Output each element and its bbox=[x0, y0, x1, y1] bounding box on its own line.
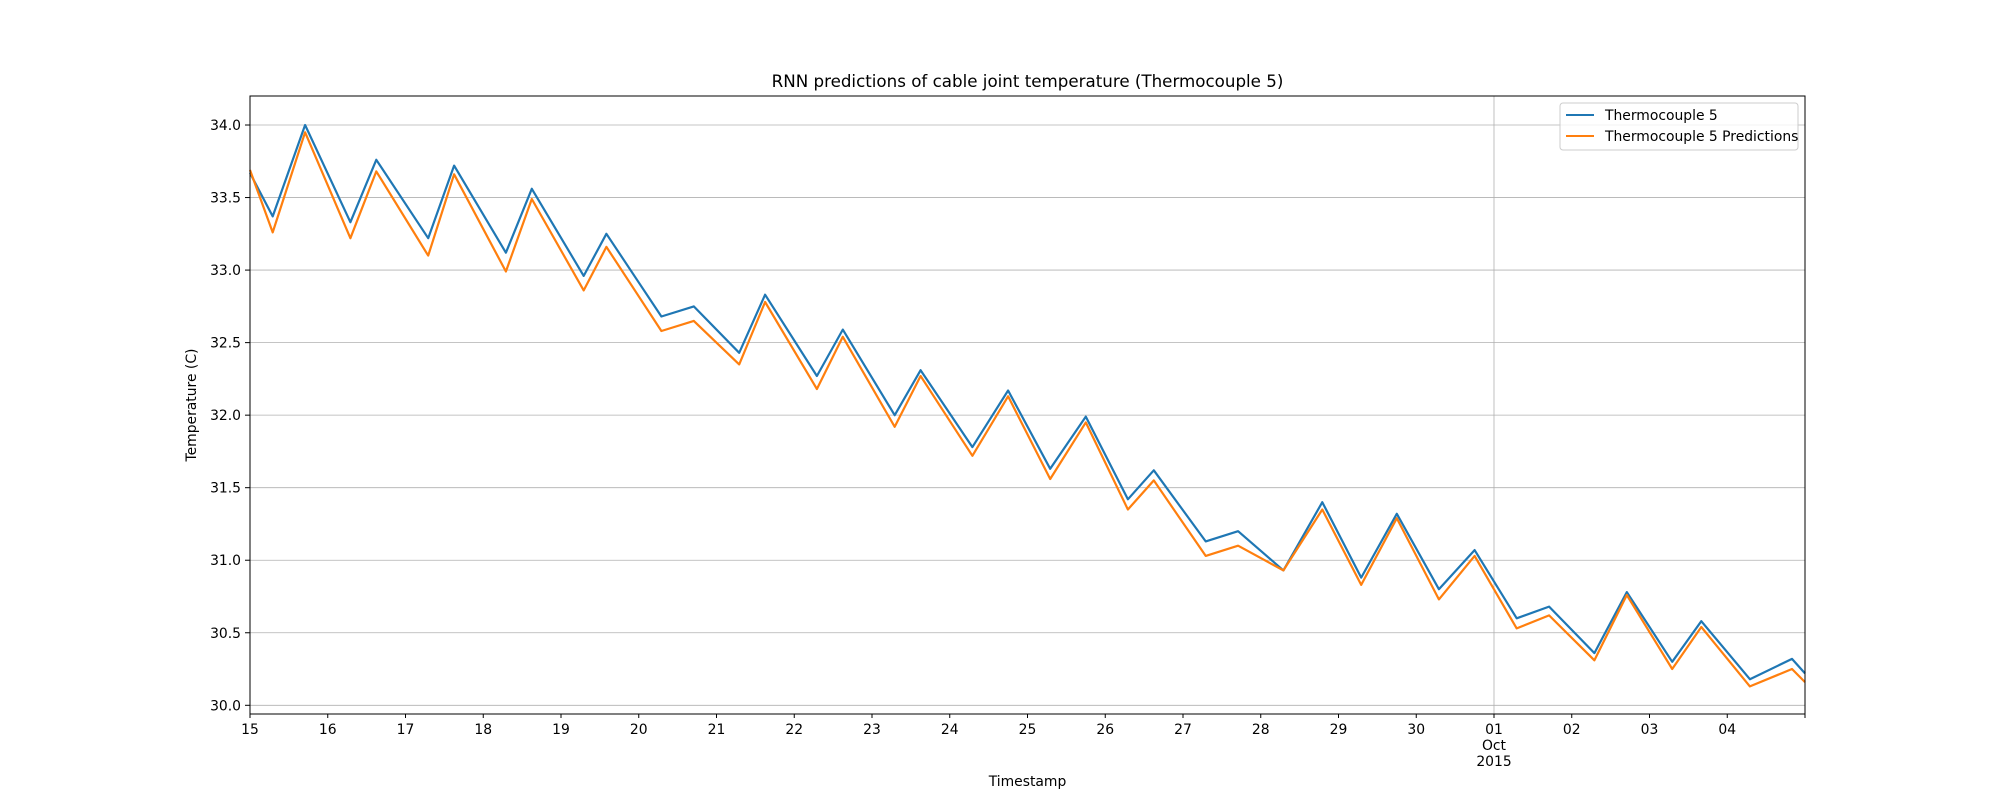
y-tick-label: 30.0 bbox=[210, 698, 241, 714]
x-tick-label: 21 bbox=[708, 722, 726, 738]
legend: Thermocouple 5 Thermocouple 5 Prediction… bbox=[1559, 102, 1799, 151]
grid-lines bbox=[250, 96, 1805, 714]
legend-box bbox=[1559, 102, 1799, 151]
x-tick-label: 02 bbox=[1563, 722, 1581, 738]
y-tick-label: 33.5 bbox=[210, 191, 241, 207]
x-tick-label: 15 bbox=[241, 722, 259, 738]
y-tick-label: 32.0 bbox=[210, 408, 241, 424]
x-tick-label: 16 bbox=[319, 722, 337, 738]
x-tick-label: 22 bbox=[785, 722, 803, 738]
series-line-thermocouple-5-predictions bbox=[248, 131, 1806, 688]
series-lines bbox=[248, 123, 1806, 688]
y-tick-label: 33.0 bbox=[210, 263, 241, 279]
y-tick-label: 30.5 bbox=[210, 626, 241, 642]
x-tick-label: 17 bbox=[397, 722, 415, 738]
y-axis-title: Temperature (C) bbox=[184, 349, 200, 463]
y-tick-label: 31.0 bbox=[210, 553, 241, 569]
y-tick-label: 32.5 bbox=[210, 336, 241, 352]
x-tick-label: 27 bbox=[1174, 722, 1192, 738]
legend-label-thermocouple-5-predictions: Thermocouple 5 Predictions bbox=[1604, 129, 1798, 145]
x-tick-label: 20 bbox=[630, 722, 648, 738]
x-tick-label: 23 bbox=[863, 722, 881, 738]
x-tick-label: 25 bbox=[1019, 722, 1037, 738]
x-tick-label: 18 bbox=[474, 722, 492, 738]
axis-ticks: 30.0 30.5 31.0 31.5 32.0 32.5 33.0 33.5 34.0 15 16… bbox=[210, 118, 1806, 770]
x-tick-label: 24 bbox=[941, 722, 959, 738]
y-tick-label: 31.5 bbox=[210, 481, 241, 497]
chart-title: RNN predictions of cable joint temperatu… bbox=[772, 71, 1284, 91]
series-line-thermocouple-5 bbox=[249, 123, 1806, 681]
x-axis-title: Timestamp bbox=[988, 774, 1067, 790]
x-tick-label: 19 bbox=[552, 722, 570, 738]
x-tick-label: 28 bbox=[1252, 722, 1270, 738]
y-tick-label: 34.0 bbox=[210, 118, 241, 134]
x-tick-label: 01 bbox=[1485, 722, 1503, 738]
x-tick-label: 04 bbox=[1718, 722, 1736, 738]
x-month-label: Oct bbox=[1482, 738, 1507, 754]
x-tick-label: 30 bbox=[1407, 722, 1425, 738]
legend-label-thermocouple-5: Thermocouple 5 bbox=[1604, 108, 1718, 124]
x-tick-label: 29 bbox=[1330, 722, 1348, 738]
x-tick-label: 03 bbox=[1641, 722, 1659, 738]
x-month-label: 2015 bbox=[1476, 754, 1511, 770]
x-tick-label: 26 bbox=[1096, 722, 1114, 738]
